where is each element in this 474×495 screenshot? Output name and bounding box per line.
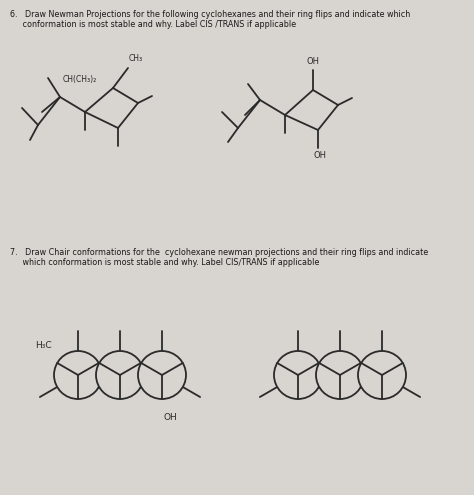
Text: which conformation is most stable and why. Label CIS∕TRANS if applicable: which conformation is most stable and wh… [10,258,319,267]
Text: CH(CH₃)₂: CH(CH₃)₂ [63,75,97,84]
Circle shape [138,351,186,399]
Circle shape [96,351,144,399]
Text: 6.   Draw Newman Projections for the following cyclohexanes and their ring flips: 6. Draw Newman Projections for the follo… [10,10,410,19]
Circle shape [274,351,322,399]
Text: 7.   Draw Chair conformations for the  cyclohexane newman projections and their : 7. Draw Chair conformations for the cycl… [10,248,428,257]
Text: H₃C: H₃C [36,342,52,350]
Text: OH: OH [163,413,177,422]
Circle shape [316,351,364,399]
Circle shape [358,351,406,399]
Text: CH₃: CH₃ [129,54,143,63]
Text: OH: OH [307,57,319,66]
Text: conformation is most stable and why. Label CIS /TRANS if applicable: conformation is most stable and why. Lab… [10,20,296,29]
Text: OH: OH [313,151,327,160]
Circle shape [54,351,102,399]
